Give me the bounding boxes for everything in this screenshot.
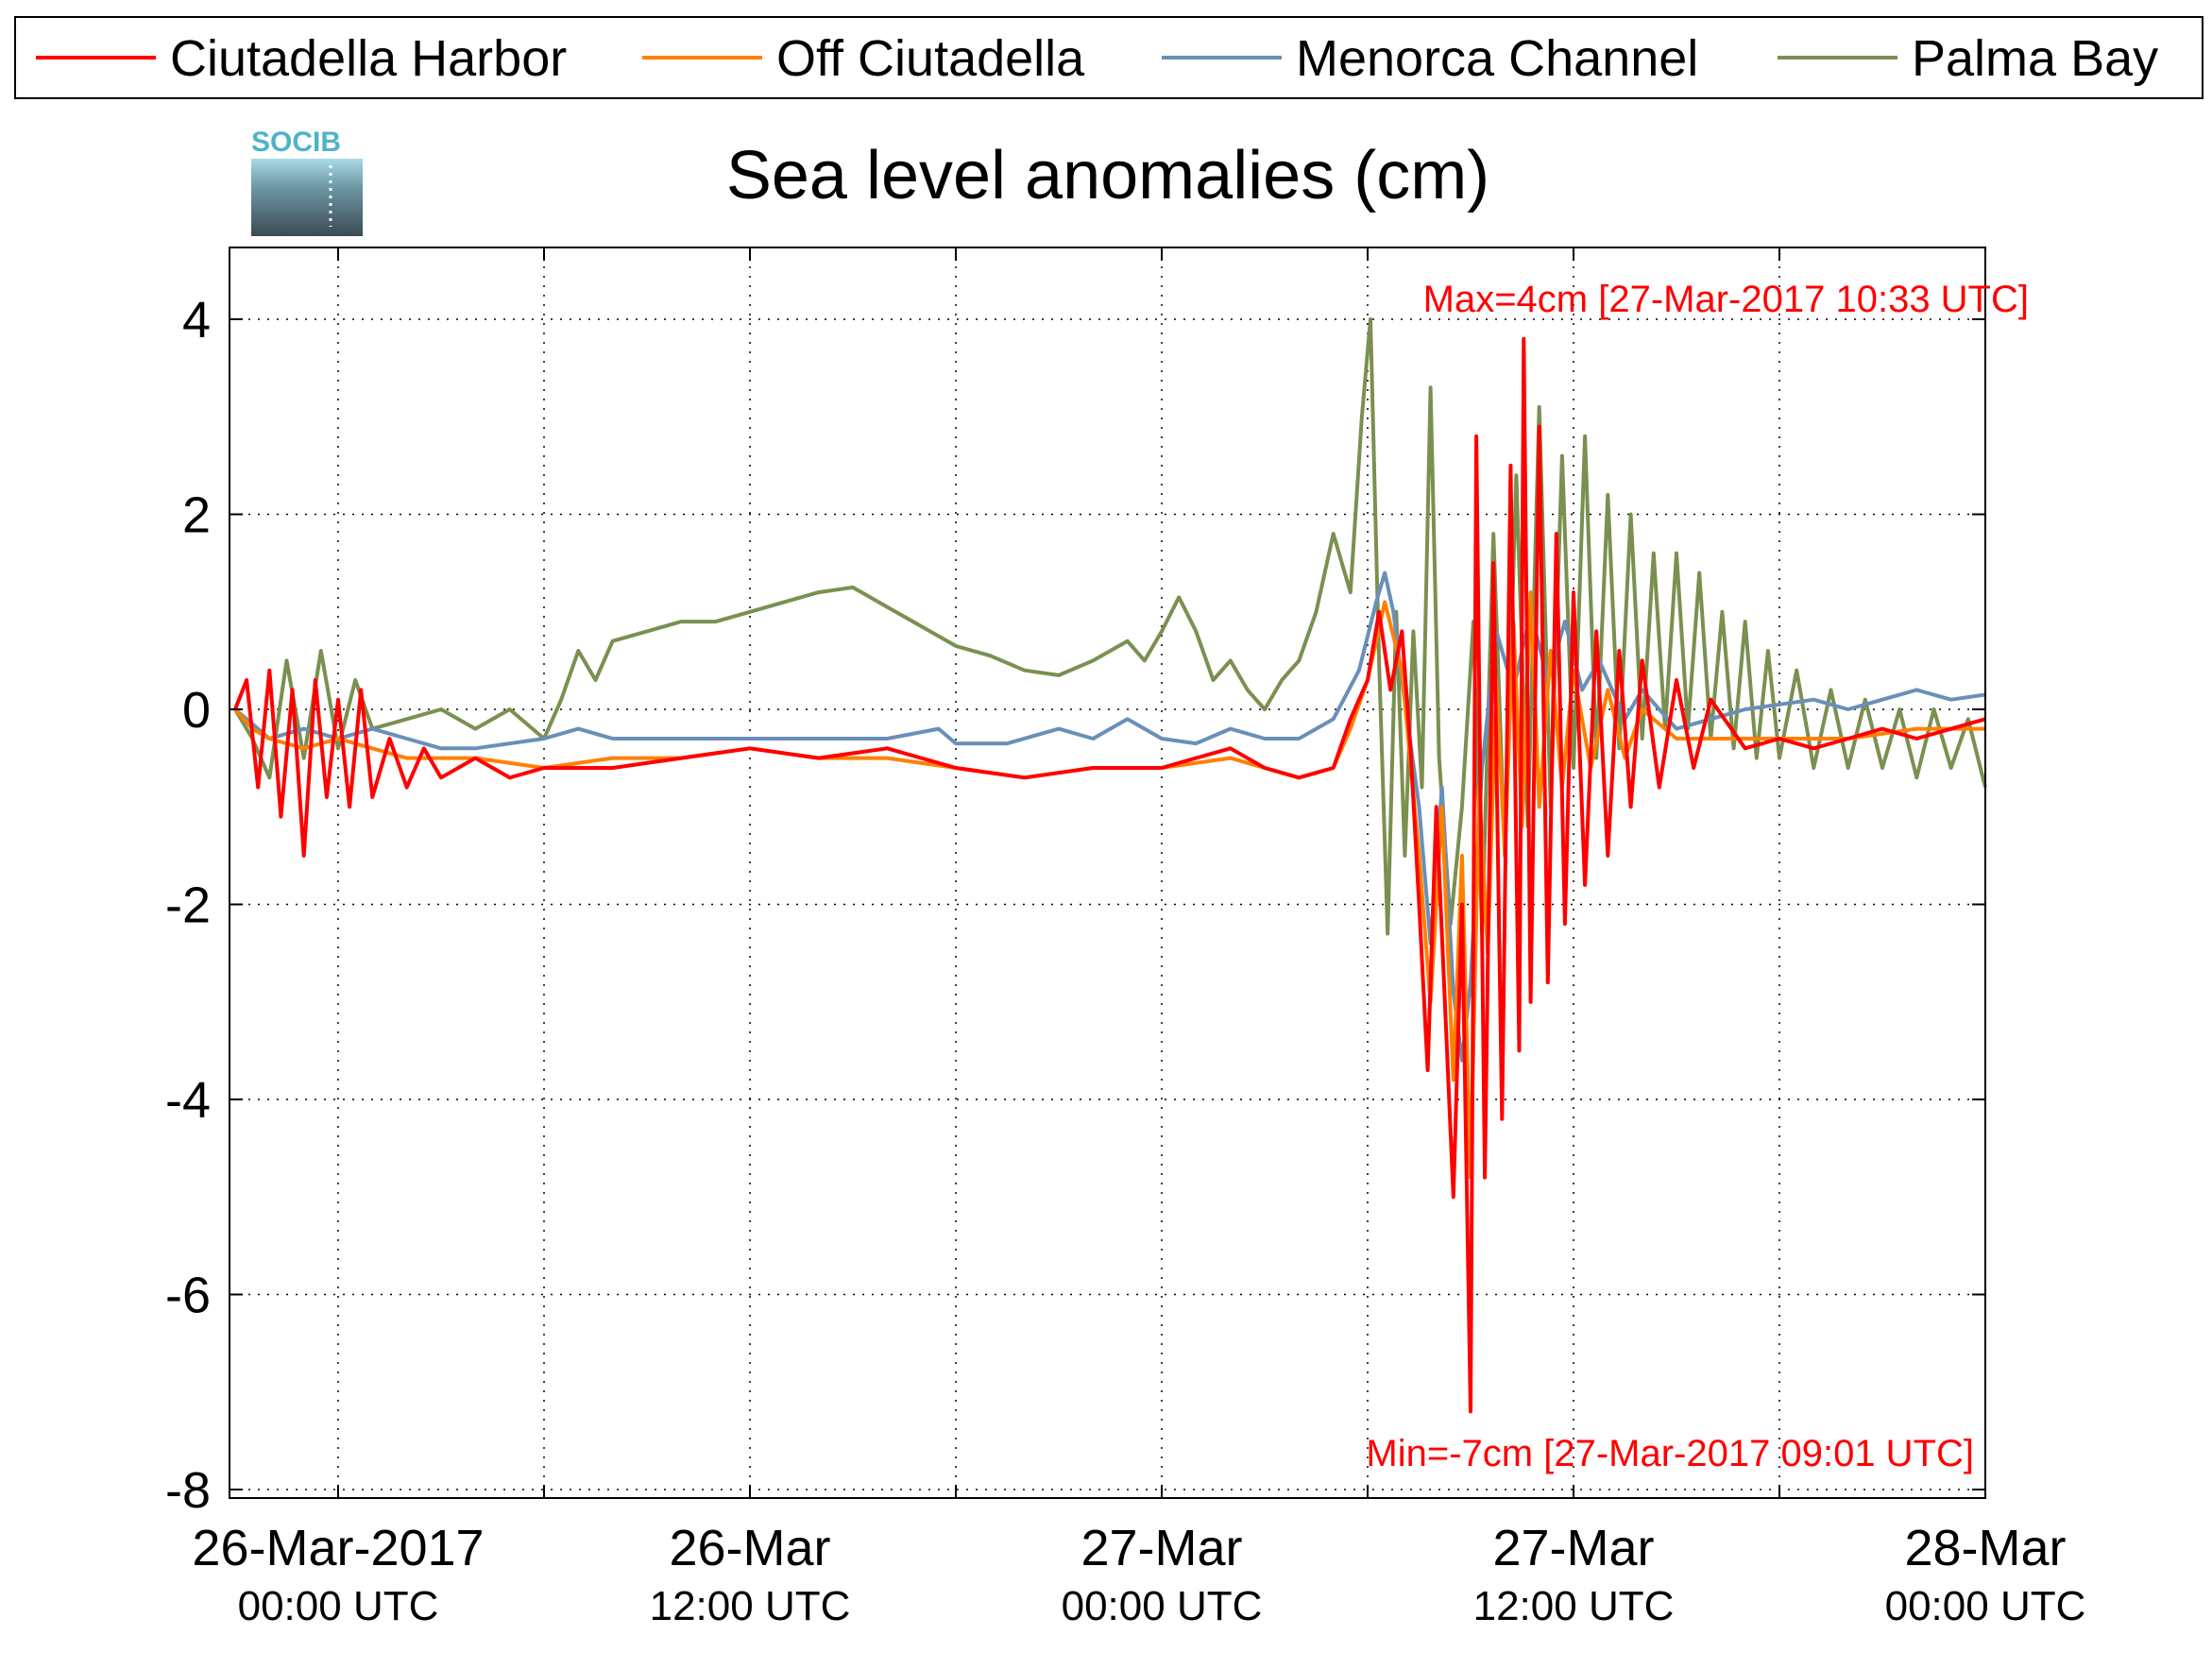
y-tick-label: -8 bbox=[165, 1462, 211, 1519]
x-tick-label: 27-Mar bbox=[1492, 1520, 1654, 1576]
logo-text: SOCIB bbox=[251, 127, 341, 158]
x-tick-sublabel: 00:00 UTC bbox=[1885, 1583, 2086, 1629]
series-line bbox=[233, 590, 1985, 1180]
x-tick-label: 28-Mar bbox=[1904, 1520, 2066, 1576]
legend-label: Ciutadella Harbor bbox=[170, 30, 567, 87]
y-tick-label: 4 bbox=[182, 292, 211, 349]
logo-graphic bbox=[251, 159, 363, 236]
axis-ticks bbox=[230, 247, 1986, 1498]
legend-label: Palma Bay bbox=[1912, 30, 2158, 87]
legend-label: Menorca Channel bbox=[1296, 30, 1698, 87]
socib-logo: SOCIB bbox=[251, 127, 363, 236]
series-line bbox=[233, 336, 1986, 1414]
y-tick-label: -4 bbox=[165, 1072, 211, 1129]
y-tick-label: 0 bbox=[182, 682, 211, 739]
y-tick-label: 2 bbox=[182, 487, 211, 544]
y-tick-labels: 4 2 0 -2 -4 -6 -8 bbox=[165, 292, 211, 1519]
chart-title: Sea level anomalies (cm) bbox=[726, 138, 1489, 213]
x-tick-label: 26-Mar-2017 bbox=[192, 1520, 484, 1576]
legend: Ciutadella Harbor Off Ciutadella Menorca C… bbox=[14, 16, 2203, 99]
plot-frame bbox=[229, 247, 1986, 1499]
legend-label: Off Ciutadella bbox=[776, 30, 1085, 87]
x-tick-sublabel: 00:00 UTC bbox=[238, 1583, 439, 1629]
grid bbox=[230, 247, 1985, 1498]
x-tick-labels: 26-Mar-2017 00:00 UTC 26-Mar 12:00 UTC 27-Ma… bbox=[192, 1520, 2085, 1629]
series-line bbox=[233, 317, 1987, 936]
series-layer bbox=[233, 317, 1987, 1414]
max-annotation: Max=4cm [27-Mar-2017 10:33 UTC] bbox=[1423, 279, 2029, 320]
x-tick-label: 26-Mar bbox=[669, 1520, 830, 1576]
x-tick-label: 27-Mar bbox=[1080, 1520, 1242, 1576]
y-tick-label: -6 bbox=[165, 1268, 211, 1324]
x-tick-sublabel: 12:00 UTC bbox=[1473, 1583, 1675, 1629]
series-line bbox=[233, 571, 1986, 1063]
x-tick-sublabel: 00:00 UTC bbox=[1062, 1583, 1263, 1629]
x-tick-sublabel: 12:00 UTC bbox=[650, 1583, 851, 1629]
min-annotation: Min=-7cm [27-Mar-2017 09:01 UTC] bbox=[1366, 1433, 1974, 1474]
y-tick-label: -2 bbox=[165, 877, 211, 934]
